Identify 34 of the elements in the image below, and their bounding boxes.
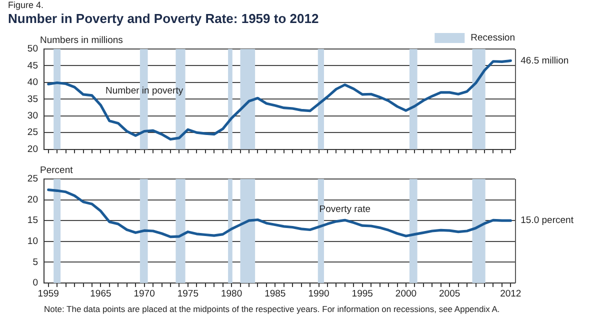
x-tick-label: 2005	[439, 288, 460, 300]
y-axis-title: Numbers in millions	[40, 34, 124, 46]
y-tick-label: 15	[27, 215, 38, 226]
y-tick-label: 45	[27, 60, 38, 72]
y-tick-label: 25	[27, 174, 38, 185]
x-tick-label: 1995	[352, 288, 373, 300]
y-tick-label: 30	[27, 110, 38, 122]
y-tick-label: 20	[27, 194, 38, 206]
y-tick-label: 25	[27, 127, 38, 138]
x-tick-label: 1980	[220, 288, 242, 300]
x-tick-label: 1985	[264, 288, 286, 300]
annotation: Number in poverty	[105, 86, 184, 97]
chart-title: Number in Poverty and Poverty Rate: 1959 to 2012	[7, 11, 320, 26]
y-tick-label: 0	[32, 278, 38, 289]
x-tick-label: 2000	[395, 288, 417, 300]
legend-label: Recession	[470, 32, 516, 44]
caption: Figure 4.	[7, 0, 45, 11]
x-tick-label: 1965	[90, 288, 112, 300]
x-tick-label: 1975	[177, 288, 198, 300]
x-tick-label: 2012	[500, 288, 522, 300]
y-tick-label: 10	[27, 236, 38, 248]
y-tick-label: 20	[27, 144, 38, 155]
y-tick-label: 5	[32, 256, 38, 268]
data-label: 46.5 million	[520, 55, 569, 66]
x-tick-label: 1959	[38, 288, 59, 300]
y-tick-label: 40	[27, 77, 38, 88]
annotation: Poverty rate	[319, 204, 371, 216]
x-tick-label: 1990	[308, 288, 330, 300]
x-tick-label: 1970	[134, 288, 155, 300]
data-label: 15.0 percent	[520, 215, 574, 226]
y-tick-label: 50	[27, 44, 38, 55]
y-tick-label: 35	[27, 94, 38, 105]
text: Note: The data points are placed at the midpoints of the respective years. For information on recessions, see Appendix A.	[43, 303, 501, 315]
y-axis-title: Percent	[40, 164, 74, 176]
